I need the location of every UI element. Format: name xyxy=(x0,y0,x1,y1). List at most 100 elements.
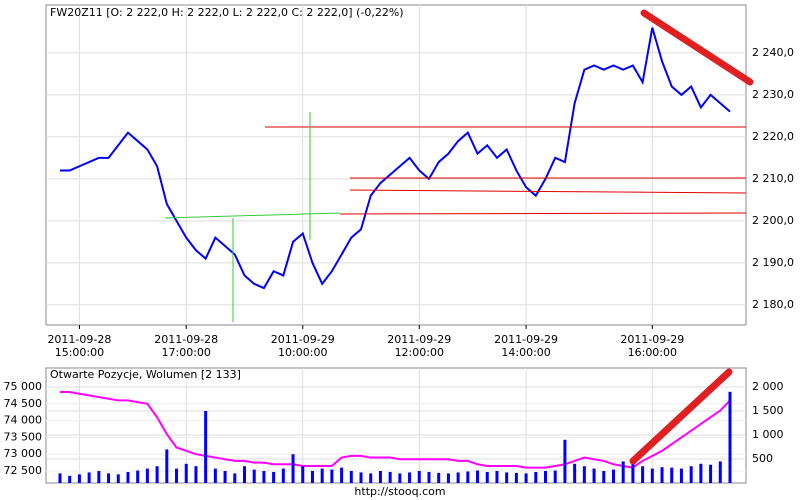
bar xyxy=(204,411,208,483)
x-tick-label: 2011-09-28 15:00:00 xyxy=(47,333,112,359)
bar xyxy=(175,468,179,483)
bar xyxy=(417,471,421,483)
bar xyxy=(388,471,392,483)
bar xyxy=(369,473,373,483)
y2-tick-label: 1 000 xyxy=(752,428,784,441)
bar xyxy=(136,470,140,483)
bar xyxy=(631,459,635,483)
bar xyxy=(544,471,548,483)
bar xyxy=(524,473,528,483)
bar xyxy=(485,471,489,483)
x-tick-label: 2011-09-29 16:00:00 xyxy=(620,333,685,359)
bar xyxy=(165,449,169,483)
bar xyxy=(514,472,518,483)
y-tick-label: 72 500 xyxy=(4,464,43,477)
bar xyxy=(534,471,538,483)
y-tick-label: 74 000 xyxy=(4,414,43,427)
bar xyxy=(592,468,596,483)
bar xyxy=(340,467,344,483)
bar xyxy=(582,466,586,483)
y2-tick-label: 1 500 xyxy=(752,404,784,417)
price-panel xyxy=(45,4,747,326)
bar xyxy=(602,471,606,483)
bar xyxy=(437,472,441,483)
bar xyxy=(728,391,732,483)
support-line xyxy=(164,212,341,219)
bar xyxy=(446,473,450,483)
bar xyxy=(107,473,111,483)
y2-tick-label: 2 000 xyxy=(752,380,784,393)
bar xyxy=(97,471,101,483)
y-tick-label: 2 190,0 xyxy=(752,256,794,269)
bar xyxy=(699,463,703,483)
y2-tick-label: 500 xyxy=(752,452,773,465)
y-tick-label: 73 500 xyxy=(4,430,43,443)
y-tick-label: 2 230,0 xyxy=(752,88,794,101)
y-tick-label: 2 220,0 xyxy=(752,130,794,143)
annotations xyxy=(164,9,754,465)
footer: http://stooq.com xyxy=(354,485,445,498)
bar xyxy=(330,469,334,483)
grid xyxy=(46,5,746,483)
bar xyxy=(242,466,246,483)
bar xyxy=(621,461,625,483)
chart-title: Otwarte Pozycje, Wolumen [2 133] xyxy=(50,368,241,381)
bar xyxy=(223,471,227,483)
y-tick-label: 2 180,0 xyxy=(752,298,794,311)
bar xyxy=(611,469,615,483)
bar xyxy=(184,463,188,483)
volume-panel xyxy=(45,367,747,484)
bar xyxy=(476,470,480,483)
bar xyxy=(252,469,256,483)
bar xyxy=(213,468,217,483)
bar xyxy=(272,471,276,483)
bar xyxy=(718,461,722,483)
bar xyxy=(563,439,567,483)
y-tick-label: 73 000 xyxy=(4,447,43,460)
bar xyxy=(553,470,557,483)
bar xyxy=(660,467,664,483)
bar xyxy=(427,471,431,483)
chart-title: FW20Z11 [O: 2 222,0 H: 2 222,0 L: 2 222,… xyxy=(50,6,404,19)
bar xyxy=(281,468,285,483)
y-tick-label: 75 000 xyxy=(4,380,43,393)
bar xyxy=(679,468,683,483)
bar xyxy=(194,466,198,483)
bar xyxy=(77,474,81,483)
y-tick-label: 74 500 xyxy=(4,397,43,410)
x-tick-label: 2011-09-29 10:00:00 xyxy=(270,333,335,359)
line xyxy=(60,27,731,290)
y-tick-label: 2 200,0 xyxy=(752,214,794,227)
marks xyxy=(58,27,732,483)
bar xyxy=(466,471,470,483)
bar xyxy=(359,472,363,483)
bar xyxy=(398,473,402,483)
bar xyxy=(408,472,412,483)
x-tick-label: 2011-09-29 12:00:00 xyxy=(387,333,452,359)
bar xyxy=(58,473,62,483)
bar xyxy=(233,473,237,483)
x-tick-label: 2011-09-28 17:00:00 xyxy=(154,333,219,359)
level-line xyxy=(339,212,747,215)
x-tick-label: 2011-09-29 14:00:00 xyxy=(494,333,559,359)
bar xyxy=(291,454,295,483)
level-line xyxy=(349,189,747,194)
bar xyxy=(155,466,159,483)
bar xyxy=(145,468,149,483)
bar xyxy=(378,471,382,483)
trend-line xyxy=(629,368,733,465)
bar xyxy=(262,471,266,483)
bar xyxy=(495,471,499,483)
bar xyxy=(116,474,120,483)
line xyxy=(60,391,731,469)
bar xyxy=(320,468,324,483)
bar xyxy=(689,466,693,483)
bar xyxy=(641,466,645,483)
bar xyxy=(68,475,72,483)
bar xyxy=(126,471,130,483)
bar xyxy=(456,472,460,483)
trend-line xyxy=(640,9,754,86)
bar xyxy=(505,472,509,483)
